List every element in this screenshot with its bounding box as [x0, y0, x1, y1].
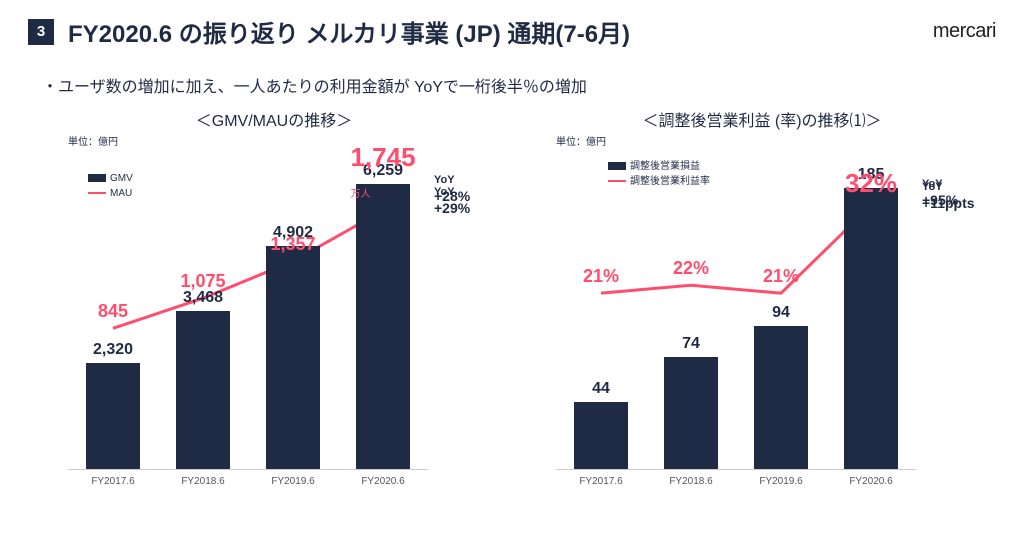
x-axis-label: FY2018.6: [158, 476, 248, 487]
line-point-label: 1,745 万人: [350, 142, 415, 204]
bar: 4,902: [266, 246, 320, 469]
slide-subtitle: ・ユーザ数の増加に加え、一人あたりの利用金額が YoYで一桁後半％の増加: [0, 55, 1024, 107]
xaxis-left: FY2017.6FY2018.6FY2019.6FY2020.6: [68, 476, 428, 487]
plot-left: YoY+29% YoY+28% 2,3203,4684,9026,2598451…: [68, 150, 428, 470]
bar: 6,259: [356, 184, 410, 469]
slide-number: 3: [28, 19, 54, 45]
x-axis-label: FY2019.6: [736, 476, 826, 487]
line-point-label: 1,357: [270, 234, 315, 255]
line-point-label: 21%: [583, 266, 619, 287]
line-point-label: 32%: [845, 168, 897, 199]
plot-right: YoY+11ppts YoY+95% 44749418521%22%21%32%: [556, 150, 916, 470]
bar: 2,320: [86, 363, 140, 469]
line-point-label: 845: [98, 301, 128, 322]
line-point-label: 21%: [763, 266, 799, 287]
charts-container: ＜GMV/MAUの推移＞ 単位：億円 GMV MAU YoY+29% YoY+2…: [0, 107, 1024, 487]
yoy-bar-left: YoY+28%: [434, 174, 506, 205]
bar: 44: [574, 402, 628, 469]
x-axis-label: FY2017.6: [556, 476, 646, 487]
unit-left: 単位：億円: [68, 133, 508, 148]
unit-right: 単位：億円: [556, 133, 996, 148]
chart-title-right: ＜調整後営業利益 (率)の推移⑴＞: [528, 107, 996, 131]
x-axis-label: FY2018.6: [646, 476, 736, 487]
bar: 94: [754, 326, 808, 469]
xaxis-right: FY2017.6FY2018.6FY2019.6FY2020.6: [556, 476, 916, 487]
slide-title: FY2020.6 の振り返り メルカリ事業 (JP) 通期(7-6月): [68, 14, 933, 49]
gmv-mau-chart: ＜GMV/MAUの推移＞ 単位：億円 GMV MAU YoY+29% YoY+2…: [40, 107, 508, 487]
slide-header: 3 FY2020.6 の振り返り メルカリ事業 (JP) 通期(7-6月) me…: [0, 0, 1024, 55]
bar: 74: [664, 357, 718, 469]
x-axis-label: FY2020.6: [826, 476, 916, 487]
bar: 3,468: [176, 311, 230, 469]
yoy-bar-right: YoY+95%: [922, 178, 994, 209]
line-point-label: 1,075: [180, 271, 225, 292]
chart-title-left: ＜GMV/MAUの推移＞: [40, 107, 508, 131]
x-axis-label: FY2017.6: [68, 476, 158, 487]
line-point-label: 22%: [673, 258, 709, 279]
x-axis-label: FY2019.6: [248, 476, 338, 487]
bar: 185: [844, 188, 898, 469]
x-axis-label: FY2020.6: [338, 476, 428, 487]
mercari-logo: mercari: [933, 20, 996, 43]
profit-chart: ＜調整後営業利益 (率)の推移⑴＞ 単位：億円 調整後営業損益 調整後営業利益率…: [528, 107, 996, 487]
